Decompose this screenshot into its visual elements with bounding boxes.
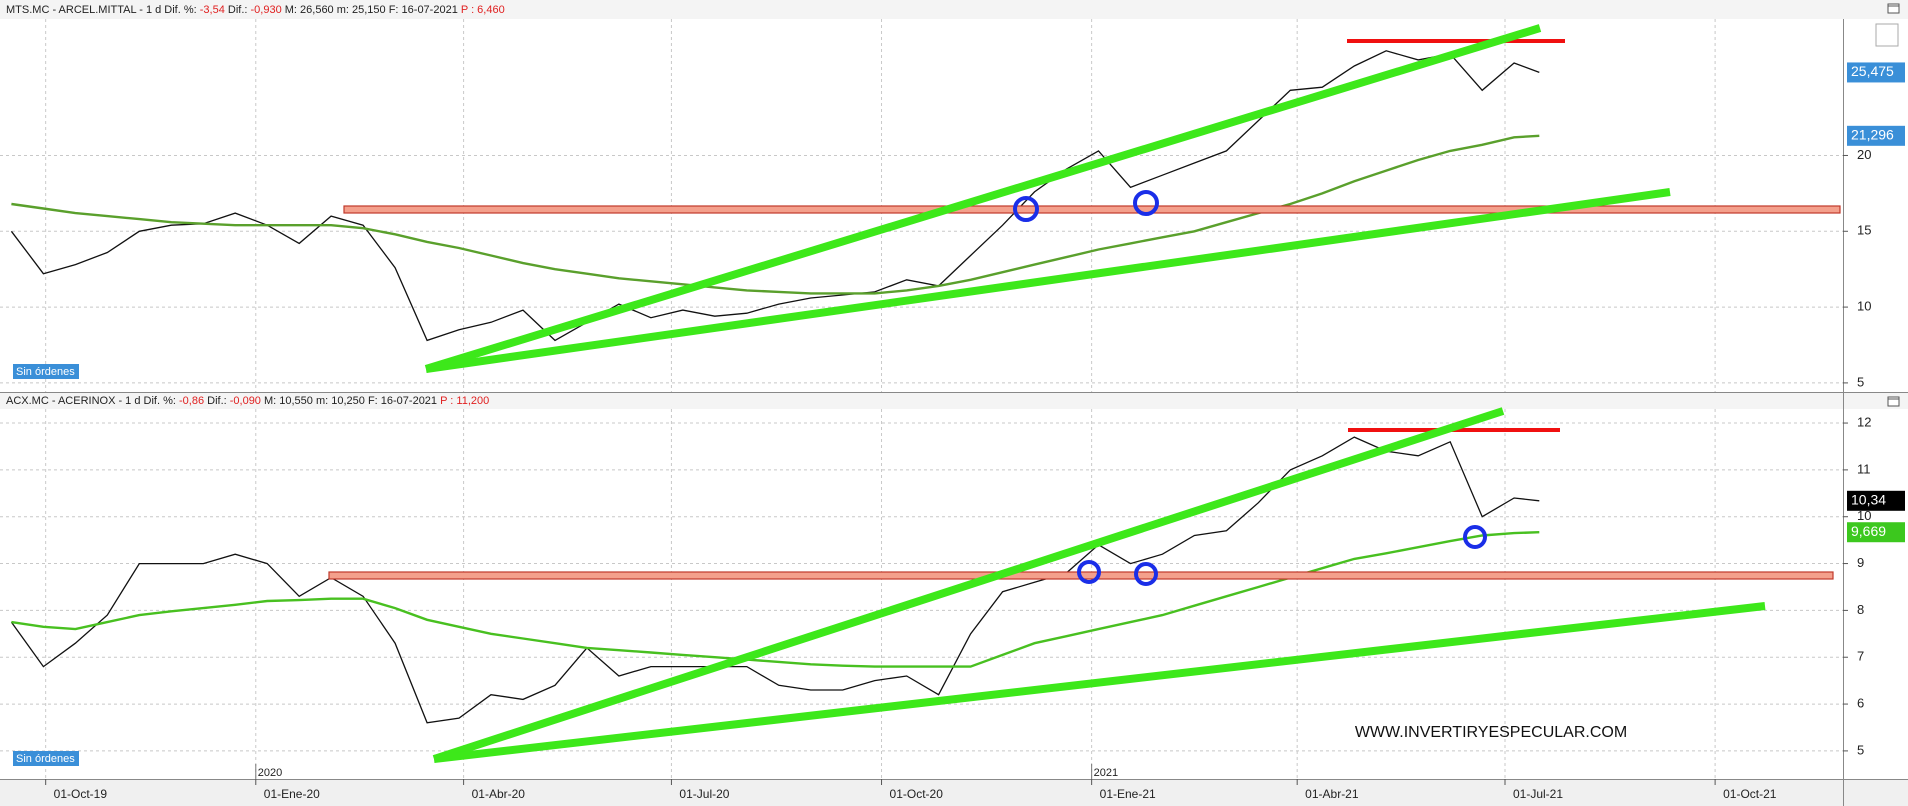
- header-segment: Dif.:: [204, 395, 230, 407]
- header-strip: [0, 0, 1908, 19]
- year-marker-label: 2021: [1094, 767, 1118, 779]
- maximize-icon[interactable]: [1887, 3, 1900, 14]
- marker-circle: [1134, 562, 1158, 586]
- window-icons: [1875, 3, 1900, 407]
- resistance-band: [343, 205, 1841, 214]
- header-segment: -0,090: [230, 395, 261, 407]
- trend-line: [424, 24, 1542, 373]
- price-tag-label: 21,296: [1851, 127, 1894, 143]
- x-tick-label: 01-Oct-19: [54, 787, 108, 801]
- trend-line: [425, 188, 1671, 373]
- header-segment: P : 6,460: [461, 4, 505, 16]
- orders-button-label: Sin órdenes: [16, 753, 75, 765]
- y-tick-label: 6: [1857, 696, 1864, 711]
- y-tick-label: 7: [1857, 649, 1864, 664]
- watermark: WWW.INVERTIRYESPECULAR.COM: [1355, 724, 1627, 741]
- header-segment: ACX.MC - ACERINOX - 1 d Dif. %:: [6, 395, 179, 407]
- header-segment: MTS.MC - ARCEL.MITTAL - 1 d Dif. %:: [6, 4, 200, 16]
- price-tag-label: 10,34: [1851, 492, 1886, 508]
- y-tick-label: 12: [1857, 414, 1871, 429]
- price-tag: [1847, 522, 1905, 543]
- price-tag-label: 9,669: [1851, 523, 1886, 539]
- x-tick-label: 01-Jul-21: [1513, 787, 1563, 801]
- x-tick-label: 01-Abr-21: [1305, 787, 1359, 801]
- drawings: [328, 24, 1841, 763]
- settings-icon[interactable]: [1875, 23, 1899, 47]
- price-tag: [1847, 62, 1905, 83]
- x-tick-label: 01-Abr-20: [472, 787, 526, 801]
- marker-circle: [1463, 525, 1487, 549]
- chart-header: ACX.MC - ACERINOX - 1 d Dif. %: -0,86 Di…: [6, 395, 489, 407]
- trend-line: [433, 602, 1766, 763]
- y-tick-label: 5: [1857, 742, 1864, 757]
- x-tick-label: 01-Oct-20: [890, 787, 944, 801]
- price-line: [11, 134, 1540, 295]
- header-segment: Dif.:: [225, 4, 251, 16]
- marker-circle: [1133, 190, 1159, 216]
- y-tick-label: 10: [1857, 299, 1871, 314]
- header-segment: -0,930: [251, 4, 282, 16]
- header-segment: M: 10,550 m: 10,250 F: 16-07-2021: [261, 395, 440, 407]
- y-tick-label: 10: [1857, 508, 1871, 523]
- y-tick-label: 8: [1857, 602, 1864, 617]
- y-tick-label: 15: [1857, 223, 1871, 238]
- orders-button[interactable]: [13, 364, 79, 379]
- y-tick-label: 11: [1857, 461, 1871, 476]
- x-tick-label: 01-Ene-21: [1100, 787, 1156, 801]
- header-strip: [0, 393, 1908, 409]
- y-tick-label: 9: [1857, 555, 1864, 570]
- price-tag: [1847, 490, 1905, 511]
- header-segment: -3,54: [200, 4, 225, 16]
- price-tag-label: 25,475: [1851, 63, 1894, 79]
- chart-header: MTS.MC - ARCEL.MITTAL - 1 d Dif. %: -3,5…: [6, 4, 505, 16]
- maximize-icon[interactable]: [1887, 396, 1900, 407]
- x-tick-label: 01-Jul-20: [679, 787, 729, 801]
- orders-button-label: Sin órdenes: [16, 366, 75, 378]
- marker-circle: [1013, 196, 1039, 222]
- x-tick-label: 01-Ene-20: [264, 787, 320, 801]
- header-segment: P : 11,200: [440, 395, 489, 407]
- y-tick-label: 5: [1857, 374, 1864, 389]
- x-tick-label: 01-Oct-21: [1723, 787, 1777, 801]
- orders-button[interactable]: [13, 751, 79, 766]
- date-axis-strip: [0, 779, 1908, 806]
- header-segment: -0,86: [179, 395, 204, 407]
- year-marker-label: 2020: [258, 767, 282, 779]
- price-line: [10, 436, 1540, 724]
- header-segment: M: 26,560 m: 25,150 F: 16-07-2021: [282, 4, 461, 16]
- trend-line: [432, 407, 1505, 763]
- price-tag: [1847, 125, 1905, 146]
- y-tick-label: 20: [1857, 147, 1871, 162]
- marker-circle: [1077, 560, 1101, 584]
